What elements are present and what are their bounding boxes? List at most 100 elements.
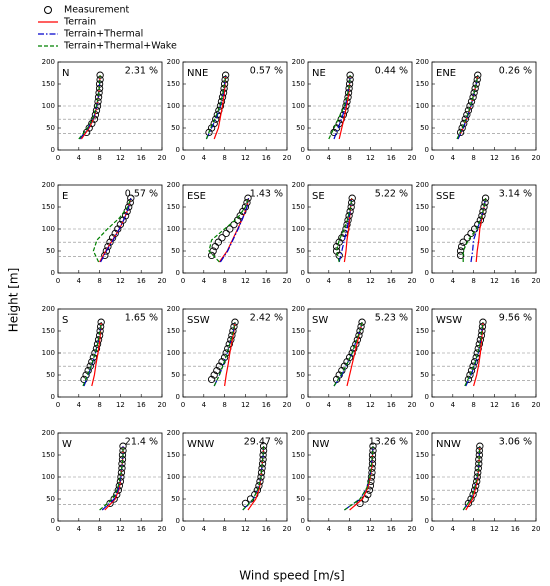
panel-share: 9.56 % <box>499 313 532 324</box>
y-tick-label: 0 <box>301 269 305 277</box>
y-tick-label: 100 <box>416 473 429 481</box>
y-tick-label: 200 <box>167 305 180 313</box>
panel-share: 1.43 % <box>250 189 283 200</box>
y-tick-label: 200 <box>416 429 429 437</box>
y-tick-label: 200 <box>292 181 305 189</box>
x-tick-label: 0 <box>306 154 310 162</box>
x-tick-label: 16 <box>511 154 520 162</box>
y-tick-label: 50 <box>296 247 305 255</box>
panel-share: 5.23 % <box>375 313 408 324</box>
panel-title: NNW <box>436 439 461 450</box>
x-tick-label: 16 <box>387 525 396 533</box>
panel-share: 0.57 % <box>125 189 158 200</box>
y-tick-label: 200 <box>416 58 429 66</box>
y-tick-label: 0 <box>425 393 429 401</box>
y-tick-label: 50 <box>171 124 180 132</box>
y-tick-label: 100 <box>292 473 305 481</box>
y-tick-label: 50 <box>46 495 55 503</box>
panel-share: 0.26 % <box>499 66 532 77</box>
x-tick-label: 16 <box>387 401 396 409</box>
x-tick-label: 16 <box>262 525 271 533</box>
y-tick-label: 150 <box>292 327 305 335</box>
y-tick-label: 100 <box>42 473 55 481</box>
measurement-point <box>214 238 223 246</box>
panel-title: SW <box>312 315 328 326</box>
panel-title: ENE <box>436 68 456 79</box>
y-tick-label: 100 <box>42 225 55 233</box>
y-tick-label: 200 <box>167 58 180 66</box>
measurement-point <box>456 247 465 255</box>
x-tick-label: 0 <box>181 277 185 285</box>
y-tick-label: 100 <box>167 473 180 481</box>
x-tick-label: 16 <box>262 277 271 285</box>
y-tick-label: 50 <box>171 247 180 255</box>
x-tick-label: 4 <box>202 401 207 409</box>
x-tick-label: 8 <box>347 401 351 409</box>
x-tick-label: 0 <box>430 525 434 533</box>
panel-title: N <box>62 68 69 79</box>
x-tick-label: 0 <box>306 277 310 285</box>
x-tick-label: 4 <box>451 525 456 533</box>
x-tick-label: 0 <box>306 401 310 409</box>
x-tick-label: 20 <box>532 401 541 409</box>
x-tick-label: 12 <box>116 154 125 162</box>
x-tick-label: 4 <box>327 525 332 533</box>
measurement-point <box>358 318 366 326</box>
profile-line <box>338 75 351 140</box>
profile-line <box>82 322 102 387</box>
x-tick-label: 16 <box>137 154 146 162</box>
x-tick-label: 12 <box>116 401 125 409</box>
x-tick-label: 4 <box>202 525 207 533</box>
panel-share: 2.42 % <box>250 313 283 324</box>
panel-title: WSW <box>436 315 462 326</box>
measurement-point <box>332 247 341 255</box>
panel-share: 13.26 % <box>369 437 408 448</box>
x-tick-label: 8 <box>97 525 101 533</box>
y-tick-label: 200 <box>416 181 429 189</box>
y-tick-label: 150 <box>167 451 180 459</box>
profile-line <box>333 75 351 140</box>
measurement-point <box>104 242 112 251</box>
x-tick-label: 4 <box>327 154 332 162</box>
measurement-point <box>464 375 473 384</box>
x-tick-label: 8 <box>97 401 101 409</box>
x-tick-label: 16 <box>137 401 146 409</box>
measurement-point <box>348 194 356 202</box>
panel-title: S <box>62 315 68 326</box>
measurement-point <box>475 340 483 348</box>
legend-label: Terrain+Thermal+Wake <box>63 41 177 52</box>
profile-line <box>335 198 353 263</box>
measurement-point <box>356 327 364 335</box>
x-tick-label: 8 <box>222 401 226 409</box>
x-tick-label: 8 <box>471 277 475 285</box>
y-tick-label: 100 <box>416 225 429 233</box>
x-tick-label: 20 <box>408 154 417 162</box>
y-tick-label: 50 <box>46 124 55 132</box>
profile-line <box>456 75 479 140</box>
x-tick-label: 20 <box>158 154 167 162</box>
profile-line <box>464 322 484 387</box>
x-tick-label: 0 <box>181 525 185 533</box>
panel-share: 0.44 % <box>375 66 408 77</box>
panel-share: 3.06 % <box>499 437 532 448</box>
y-tick-label: 100 <box>42 102 55 110</box>
x-tick-label: 16 <box>511 525 520 533</box>
measurement-point <box>209 247 217 255</box>
profile-line <box>344 446 374 511</box>
measurement-point <box>222 229 230 238</box>
panel-title: E <box>62 191 68 202</box>
x-tick-label: 8 <box>97 154 101 162</box>
y-tick-label: 150 <box>416 80 429 88</box>
panel-title: NE <box>312 68 326 79</box>
measurement-point <box>121 212 130 220</box>
measurement-point <box>469 93 477 101</box>
panel-title: NNE <box>187 68 208 79</box>
x-tick-label: 12 <box>366 401 375 409</box>
legend-label: Terrain <box>63 17 96 28</box>
y-tick-label: 150 <box>42 451 55 459</box>
measurement-point <box>92 344 101 353</box>
y-tick-label: 0 <box>301 146 305 154</box>
x-tick-label: 12 <box>241 154 250 162</box>
x-tick-label: 20 <box>532 525 541 533</box>
